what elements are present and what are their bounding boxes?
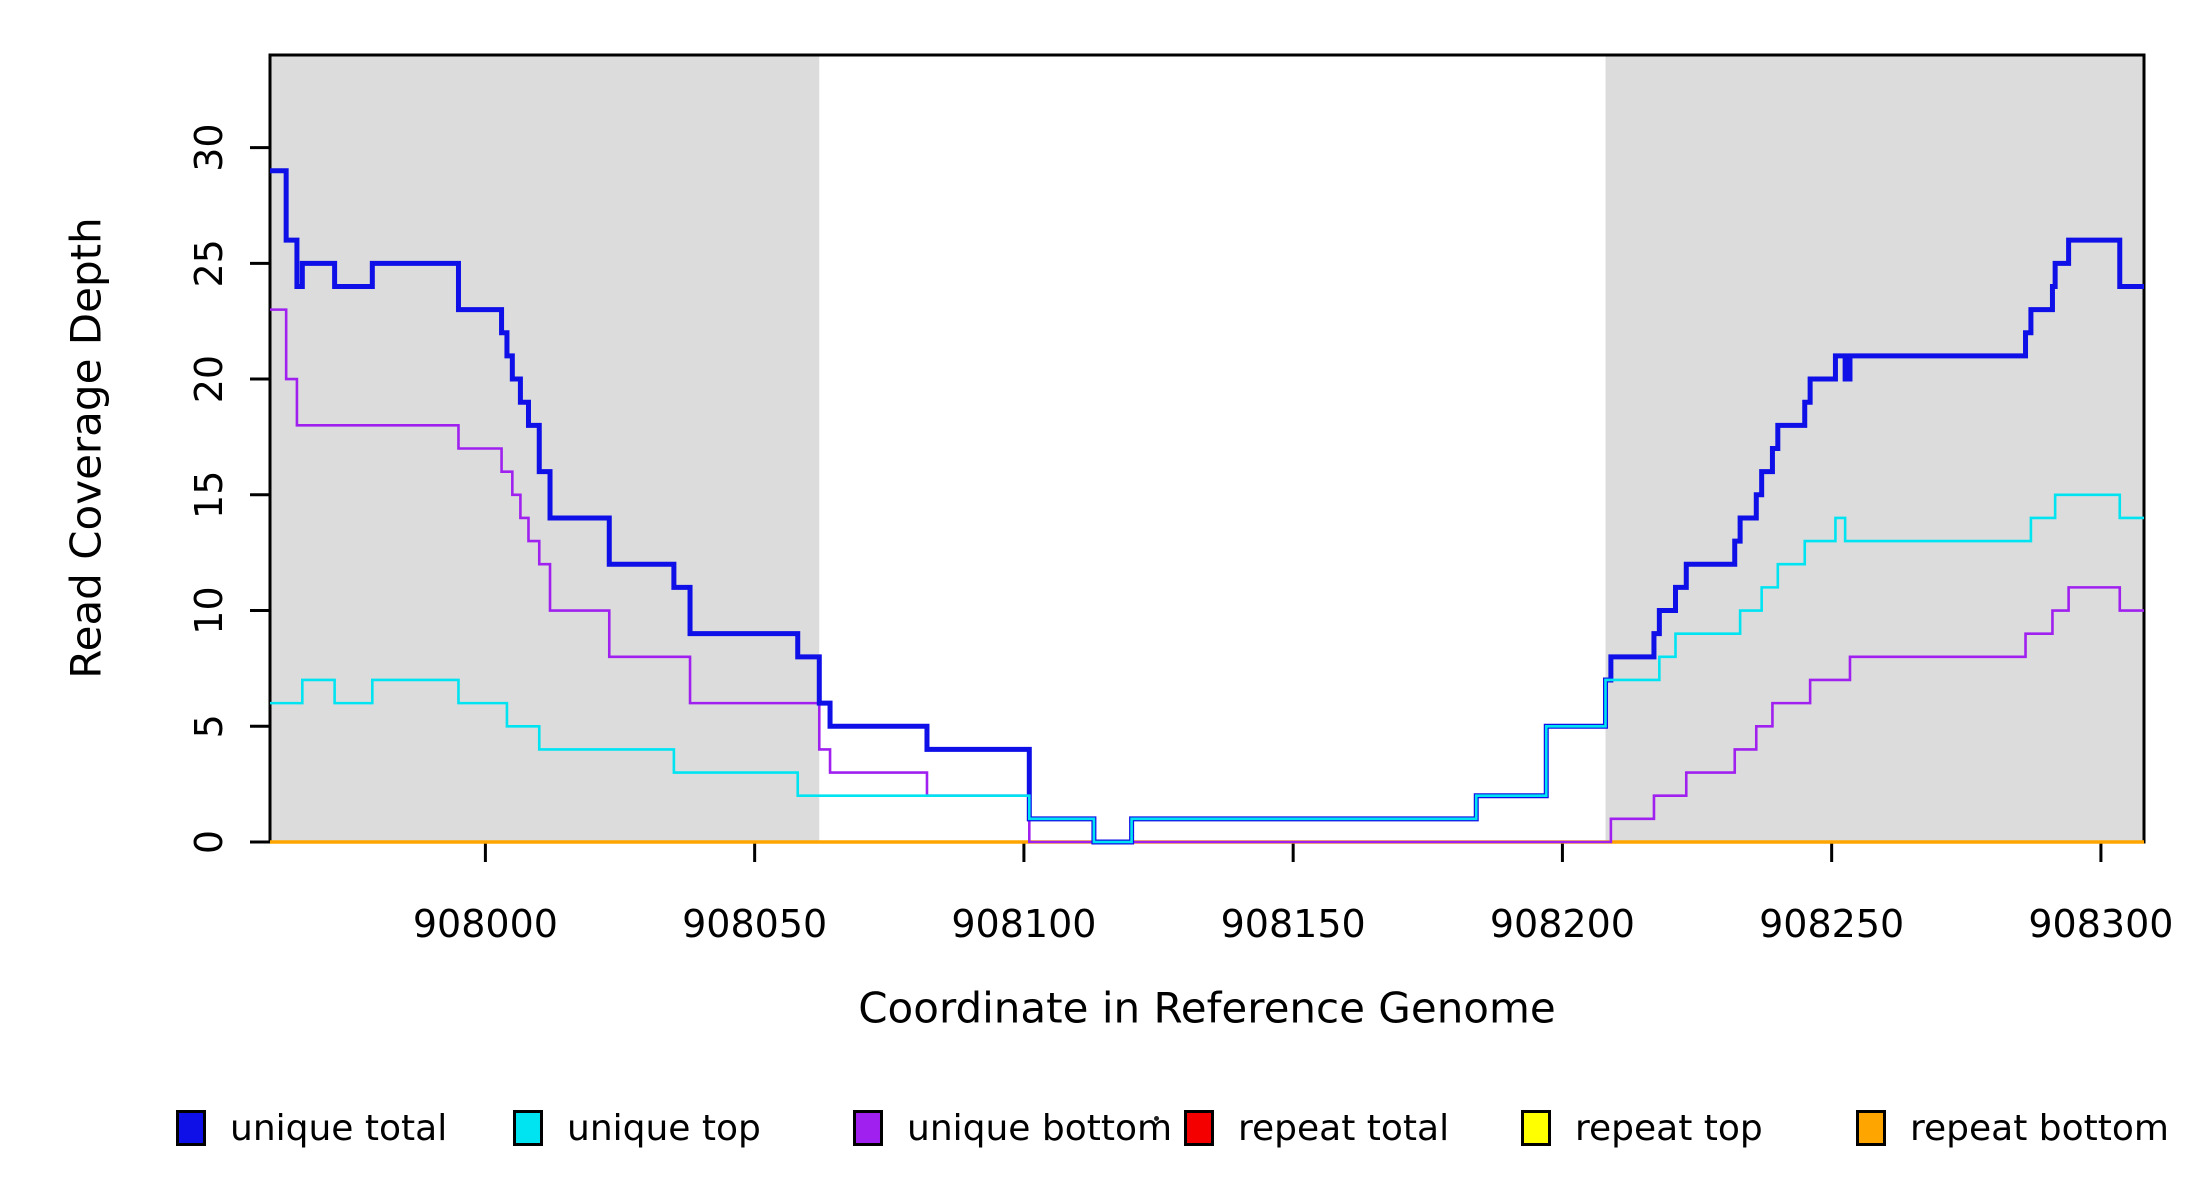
x-tick-label: 908300 — [2028, 902, 2173, 946]
legend-item-repeat-top: repeat top — [1521, 1106, 1763, 1150]
y-tick-label: 25 — [187, 239, 231, 287]
x-tick-label: 908000 — [413, 902, 558, 946]
legend-label: repeat total — [1238, 1107, 1450, 1149]
legend-swatch-repeat-bottom — [1856, 1110, 1886, 1146]
y-tick-label: 0 — [187, 830, 231, 854]
legend-item-repeat-total: repeat total — [1184, 1106, 1449, 1150]
x-tick-label: 908200 — [1490, 902, 1635, 946]
legend-swatch-unique-bottom — [853, 1110, 883, 1146]
x-tick-label: 908150 — [1221, 902, 1366, 946]
legend-label: unique total — [230, 1107, 448, 1149]
y-tick-label: 10 — [187, 586, 231, 634]
y-axis-title: Read Coverage Depth — [61, 217, 111, 679]
x-tick-label: 908250 — [1759, 902, 1904, 946]
shaded-region-0 — [270, 55, 820, 842]
series-line-unique-top — [270, 493, 2144, 844]
y-tick-label: 15 — [187, 471, 231, 519]
y-tick-label: 20 — [187, 355, 231, 403]
legend-label: unique top — [567, 1107, 761, 1149]
x-tick-label: 908050 — [682, 902, 827, 946]
series-line-unique-bottom — [270, 308, 2144, 844]
legend-swatch-repeat-total — [1184, 1110, 1214, 1146]
legend-label: unique bottom — [907, 1107, 1173, 1149]
legend-label: repeat top — [1575, 1107, 1763, 1149]
y-tick-label: 30 — [187, 123, 231, 171]
legend-swatch-unique-top — [513, 1110, 543, 1146]
legend-swatch-repeat-top — [1521, 1110, 1551, 1146]
legend-item-unique-top: unique top — [513, 1106, 761, 1150]
legend-item-unique-bottom: unique bottom — [853, 1106, 1172, 1150]
legend-item-unique-total: unique total — [176, 1106, 447, 1150]
y-tick-label: 5 — [187, 714, 231, 738]
x-axis-title: Coordinate in Reference Genome — [858, 983, 1556, 1033]
legend-label: repeat bottom — [1910, 1107, 2169, 1149]
shaded-region-1 — [1605, 55, 2144, 842]
legend-item-repeat-bottom: repeat bottom — [1856, 1106, 2169, 1150]
stray-dot-artifact — [1154, 1116, 1159, 1121]
x-tick-label: 908100 — [951, 902, 1096, 946]
legend-swatch-unique-total — [176, 1110, 206, 1146]
